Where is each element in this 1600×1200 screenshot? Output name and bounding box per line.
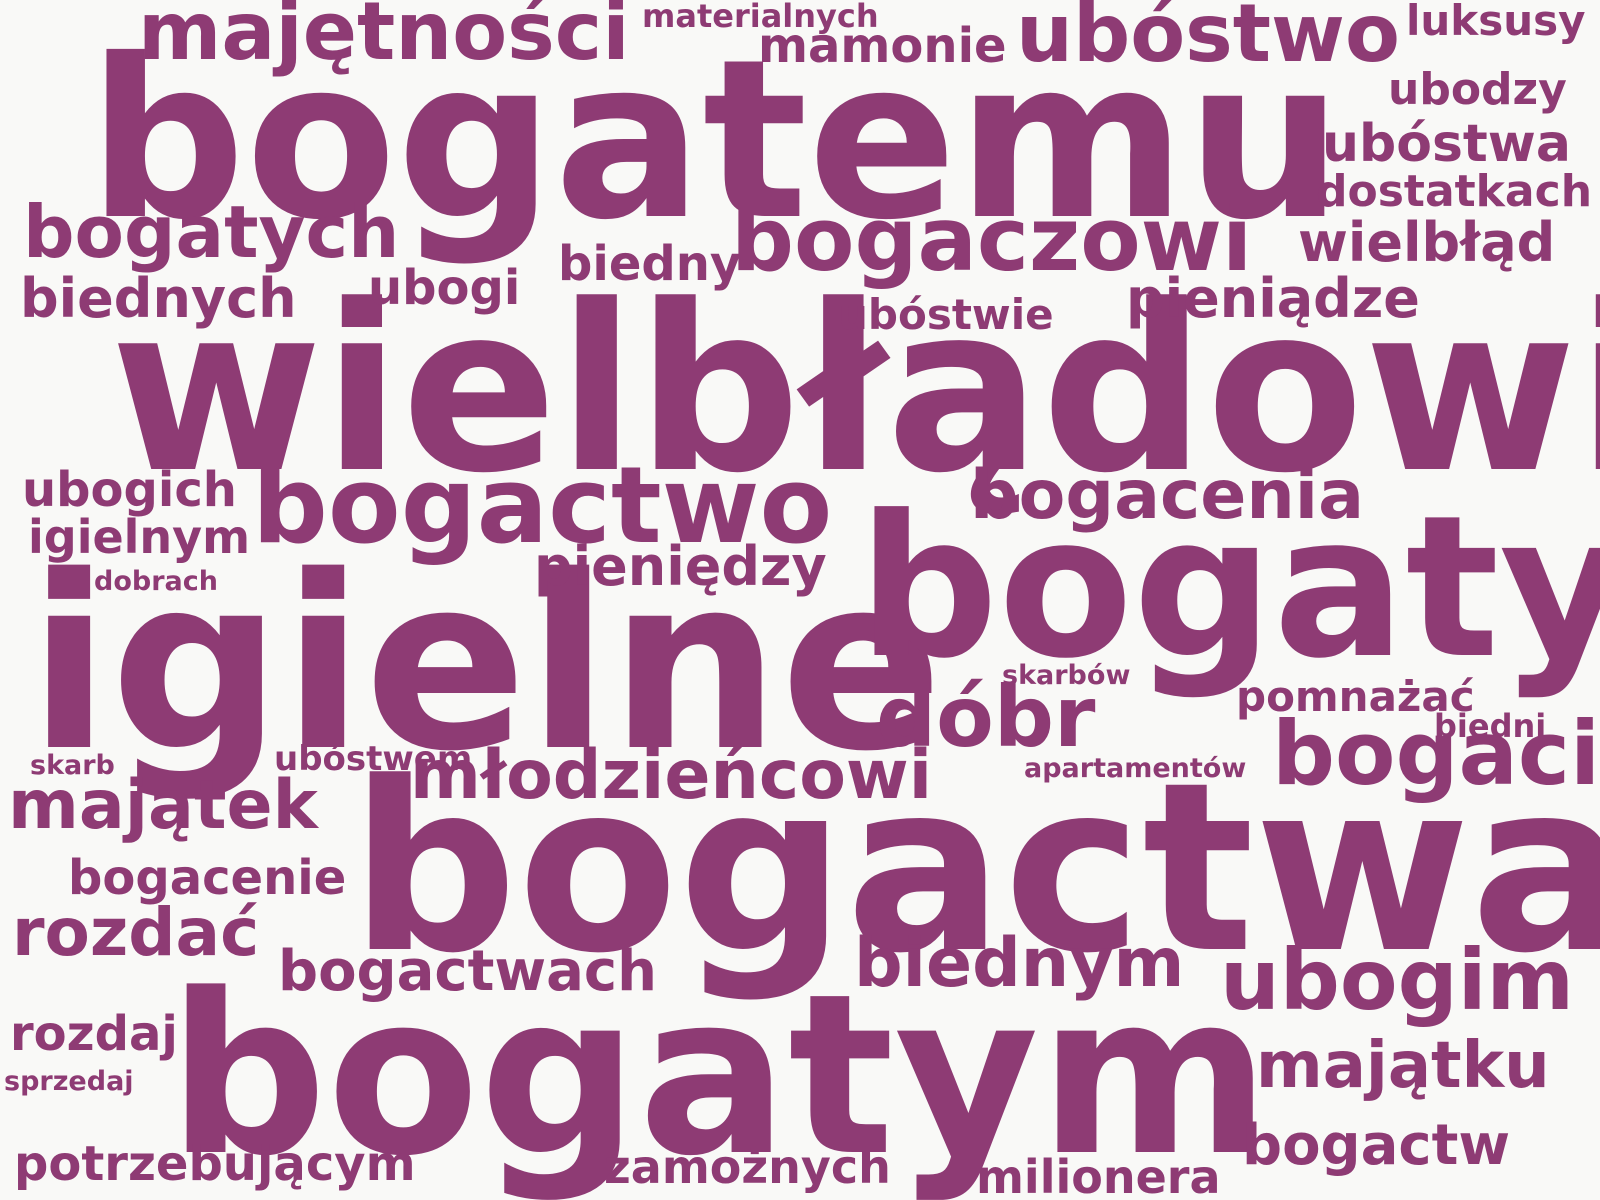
word-bogaczowi: bogaczowi (731, 188, 1253, 291)
word-wielblad: wielbłąd (1298, 211, 1556, 274)
word-pomnazac: pomnażać (1236, 672, 1475, 721)
word-ubogim: ubogim (1220, 931, 1575, 1029)
word-materialnych: materialnych (642, 0, 879, 35)
word-dobrach: dobrach (94, 566, 218, 597)
word-biednych: biednych (20, 267, 297, 330)
word-ubostwem: ubóstwem (274, 739, 473, 779)
word-bogactw: bogactw (1242, 1113, 1511, 1178)
word-dobr: dóbr (876, 668, 1096, 766)
word-pieniadze: pieniądze (1126, 267, 1420, 330)
word-wielbladowi: wielbłądowi (110, 257, 1600, 524)
word-bogactwa: bogactwa (350, 733, 1600, 1005)
word-apartamentow: apartamentów (1024, 753, 1247, 784)
word-bogactwach: bogactwach (278, 939, 657, 1004)
word-pieniedzy: pieniędzy (534, 535, 827, 598)
word-mlodziencowi: młodzieńcowi (410, 736, 933, 815)
word-rozdaj: rozdaj (10, 1006, 178, 1062)
word-bogatym: bogatym (168, 947, 1271, 1200)
word-majatku: majątku (1256, 1029, 1550, 1103)
word-bogatemu: bogatemu (88, 12, 1343, 268)
word-bogacenia: bogacenia (970, 456, 1364, 535)
word-skarbow: skarbów (1002, 660, 1131, 691)
word-skarb: skarb (30, 750, 115, 781)
word-biednym: biednym (854, 924, 1185, 1003)
word-sprzedaj: sprzedaj (4, 1066, 134, 1097)
word-potrzebujacym: potrzebującym (14, 1136, 416, 1192)
word-igielne: igielne (28, 524, 943, 804)
word-zamoznych: zamożnych (604, 1140, 891, 1194)
word-bogacenie: bogacenie (68, 850, 347, 906)
word-luksusy: luksusy (1406, 0, 1586, 45)
word-ubodzy: ubodzy (1388, 64, 1567, 115)
word-majetnosci: majętności (138, 0, 630, 78)
word-ubogich: ubogich (22, 462, 237, 518)
word-ubostwie: ubóstwie (838, 290, 1054, 339)
word-igielnym: igielnym (28, 510, 251, 564)
word-ubostwa: ubóstwa (1322, 114, 1571, 174)
word-bogaci: bogaci (1272, 702, 1600, 805)
word-bogactwo: bogactwo (252, 444, 833, 567)
word-rozdac: rozdać (12, 894, 260, 971)
word-dostatkach: dostatkach (1316, 166, 1593, 217)
word-bogatych: bogatych (23, 190, 400, 274)
word-mamonie: mamonie (758, 18, 1007, 74)
word-milionera: milionera (976, 1150, 1221, 1200)
word-ubogi: ubogi (368, 260, 521, 316)
word-bogaty: bogaty (858, 474, 1600, 702)
word-biedny: biedny (558, 236, 742, 292)
word-majatek: majątek (8, 766, 318, 845)
word-biedni: biedni (1434, 707, 1547, 745)
word-ubostwo: ubóstwo (1016, 0, 1400, 80)
